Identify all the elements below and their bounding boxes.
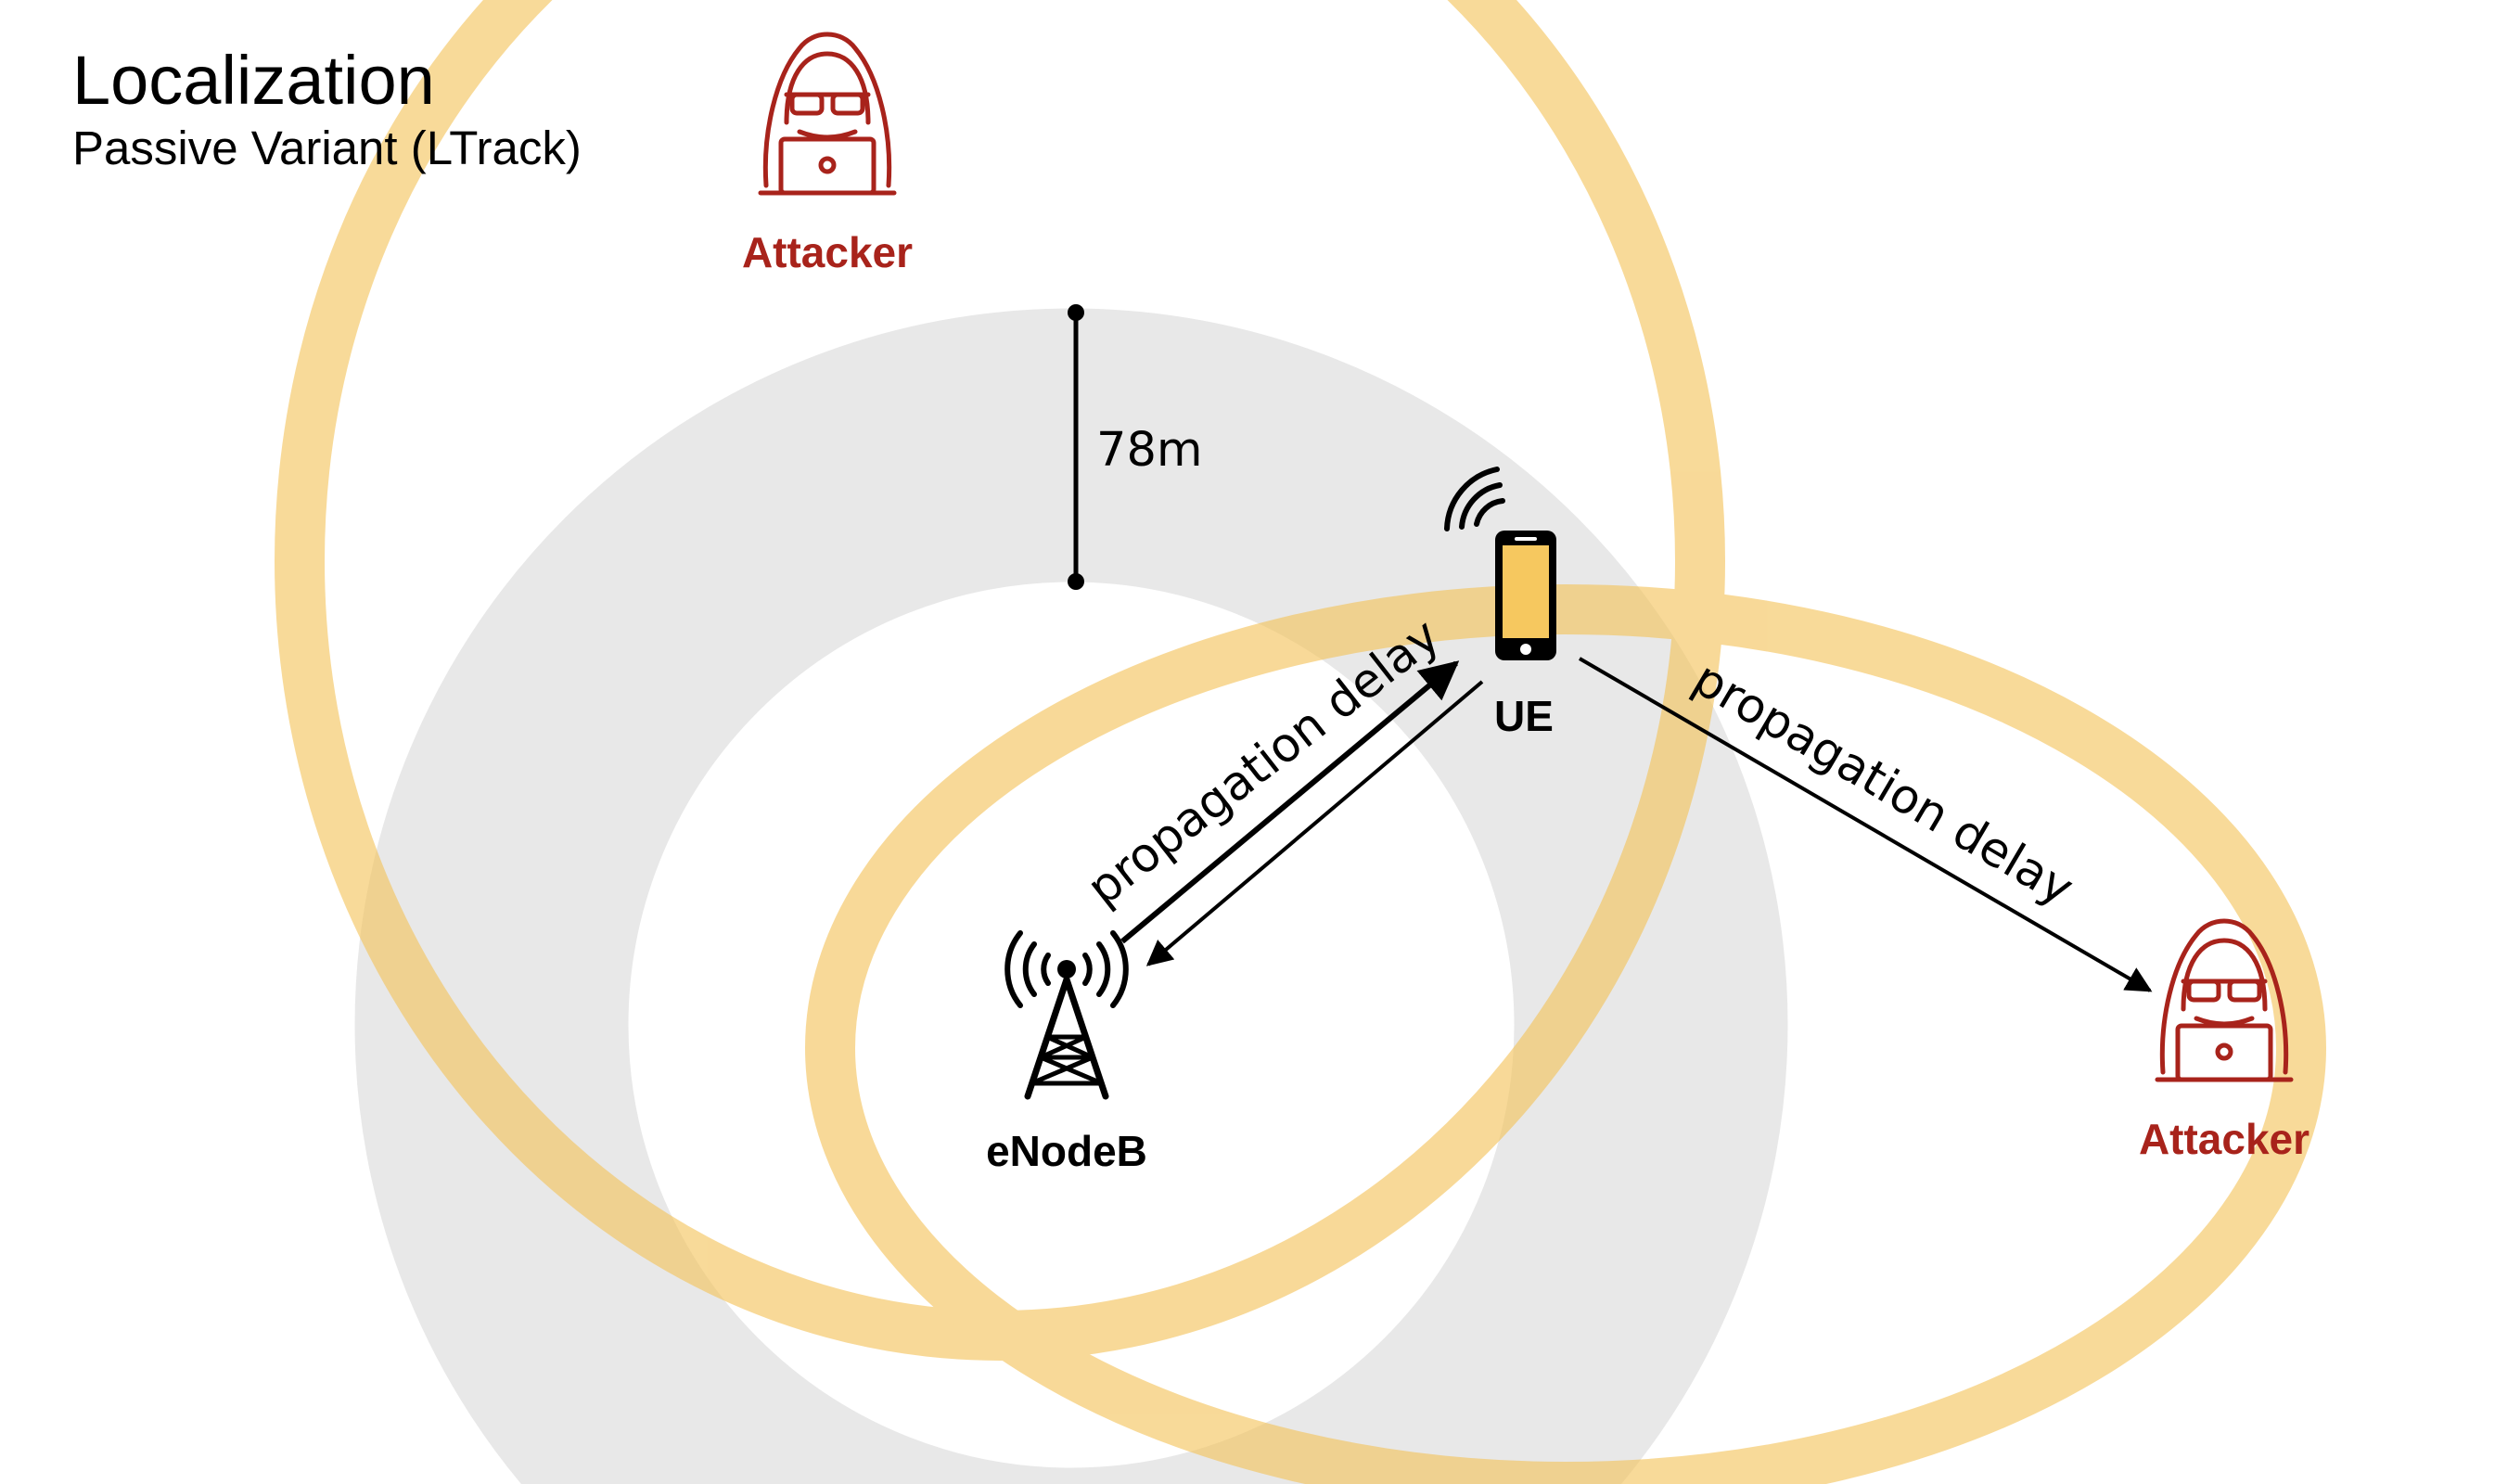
enodeb-coverage-ring [354, 308, 1788, 1484]
arrow-ue-to-attacker [1578, 657, 2153, 992]
enodeb-label: eNodeB [986, 1127, 1147, 1175]
cell-tower-icon [1004, 930, 1129, 1100]
title-block: Localization Passive Variant (LTrack) [72, 41, 582, 176]
ring-width-label: 78m [1096, 423, 1203, 478]
arrow-ue-to-enodeb [1145, 680, 1484, 966]
hooded-hacker-icon [758, 32, 897, 196]
ue-label: UE [1494, 692, 1554, 740]
attacker-right-delay-ring [805, 584, 2326, 1484]
slide-subtitle: Passive Variant (LTrack) [72, 122, 582, 174]
hooded-hacker-icon [2155, 918, 2294, 1082]
ring-width-measure [1068, 304, 1084, 590]
smartphone-icon [1444, 467, 1556, 660]
arrow-enodeb-to-ue [1120, 660, 1460, 944]
slide-title: Localization [72, 42, 435, 119]
attacker-right-label: Attacker [2139, 1115, 2309, 1163]
attacker-top-label: Attacker [742, 228, 913, 276]
